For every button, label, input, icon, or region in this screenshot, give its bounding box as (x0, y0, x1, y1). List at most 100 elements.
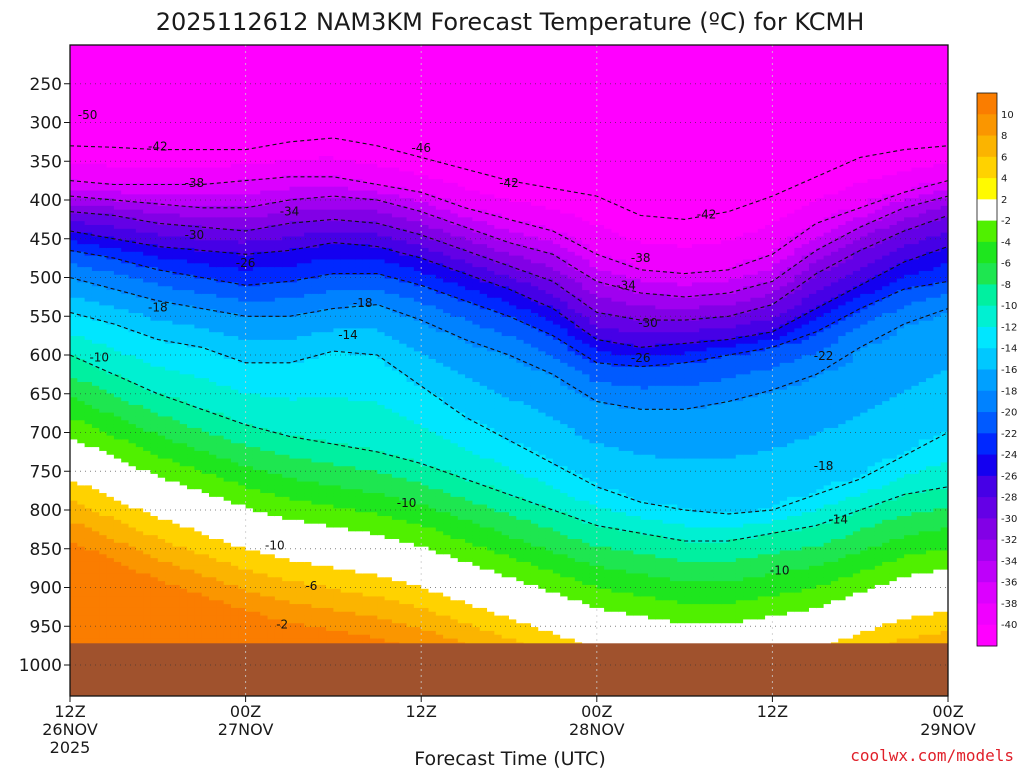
temperature-cell (216, 611, 225, 617)
temperature-cell (77, 270, 86, 276)
temperature-cell (238, 347, 247, 352)
temperature-cell (252, 251, 261, 257)
temperature-cell (282, 427, 291, 433)
temperature-cell (282, 293, 291, 299)
temperature-cell (99, 623, 108, 628)
temperature-cell (260, 466, 269, 471)
temperature-cell (209, 516, 217, 521)
temperature-cell (84, 550, 93, 555)
temperature-cell (289, 129, 298, 134)
temperature-cell (143, 569, 152, 575)
temperature-cell (274, 179, 283, 184)
temperature-cell (230, 362, 239, 368)
temperature-cell (143, 512, 152, 517)
temperature-cell (245, 519, 254, 525)
temperature-cell (194, 236, 203, 241)
temperature-cell (113, 531, 122, 536)
temperature-cell (150, 175, 159, 180)
temperature-cell (91, 420, 100, 425)
temperature-cell (106, 186, 115, 192)
temperature-cell (209, 443, 217, 448)
temperature-cell (179, 435, 188, 441)
temperature-cell (216, 508, 225, 513)
temperature-cell (179, 462, 188, 467)
temperature-cell (267, 604, 276, 609)
temperature-cell (113, 205, 122, 211)
temperature-cell (296, 462, 305, 467)
temperature-cell (238, 171, 247, 176)
temperature-cell (304, 305, 313, 310)
temperature-cell (70, 232, 78, 238)
temperature-cell (121, 351, 130, 356)
temperature-cell (267, 351, 276, 356)
temperature-cell (304, 251, 313, 257)
temperature-cell (201, 202, 210, 207)
temperature-cell (121, 366, 130, 372)
temperature-cell (91, 393, 100, 398)
temperature-cell (194, 270, 203, 276)
temperature-cell (84, 516, 93, 521)
temperature-cell (172, 393, 181, 398)
temperature-cell (201, 240, 210, 245)
temperature-cell (201, 523, 210, 529)
temperature-cell (84, 381, 93, 387)
temperature-cell (150, 332, 159, 337)
temperature-cell (128, 581, 137, 586)
temperature-cell (194, 477, 203, 483)
temperature-cell (304, 213, 313, 218)
temperature-cell (252, 466, 261, 471)
temperature-cell (223, 217, 232, 222)
temperature-cell (77, 393, 86, 398)
temperature-cell (128, 259, 137, 264)
temperature-cell (106, 163, 115, 169)
temperature-cell (143, 144, 152, 149)
temperature-cell (113, 355, 122, 360)
temperature-cell (172, 427, 181, 433)
temperature-cell (172, 619, 181, 624)
temperature-cell (260, 546, 269, 552)
temperature-cell (143, 416, 152, 421)
temperature-cell (311, 270, 320, 276)
temperature-cell (274, 347, 283, 352)
temperature-cell (252, 213, 261, 218)
temperature-cell (216, 282, 225, 287)
temperature-cell (296, 244, 305, 249)
temperature-cell (84, 619, 93, 624)
temperature-cell (128, 516, 137, 521)
temperature-cell (209, 159, 217, 165)
temperature-cell (150, 630, 159, 636)
temperature-cell (274, 401, 283, 406)
temperature-cell (165, 140, 174, 146)
temperature-cell (260, 435, 269, 441)
temperature-cell (194, 152, 203, 157)
temperature-cell (172, 290, 181, 295)
temperature-cell (223, 443, 232, 448)
temperature-cell (289, 577, 298, 582)
temperature-cell (252, 508, 261, 513)
temperature-cell (106, 615, 115, 621)
temperature-cell (135, 546, 144, 552)
temperature-cell (296, 228, 305, 234)
temperature-cell (135, 286, 144, 291)
temperature-cell (311, 274, 320, 280)
temperature-cell (99, 343, 108, 349)
temperature-cell (311, 293, 320, 299)
temperature-cell (143, 619, 152, 624)
temperature-cell (70, 573, 78, 578)
temperature-cell (201, 309, 210, 314)
temperature-cell (223, 385, 232, 391)
temperature-cell (150, 607, 159, 613)
temperature-cell (121, 508, 130, 513)
temperature-cell (121, 581, 130, 586)
temperature-cell (150, 224, 159, 230)
temperature-cell (91, 175, 100, 180)
temperature-cell (77, 447, 86, 452)
temperature-cell (99, 584, 108, 590)
temperature-cell (77, 516, 86, 521)
temperature-cell (238, 159, 247, 165)
temperature-cell (121, 416, 130, 421)
temperature-cell (84, 454, 93, 460)
temperature-cell (260, 538, 269, 544)
temperature-cell (245, 634, 254, 640)
